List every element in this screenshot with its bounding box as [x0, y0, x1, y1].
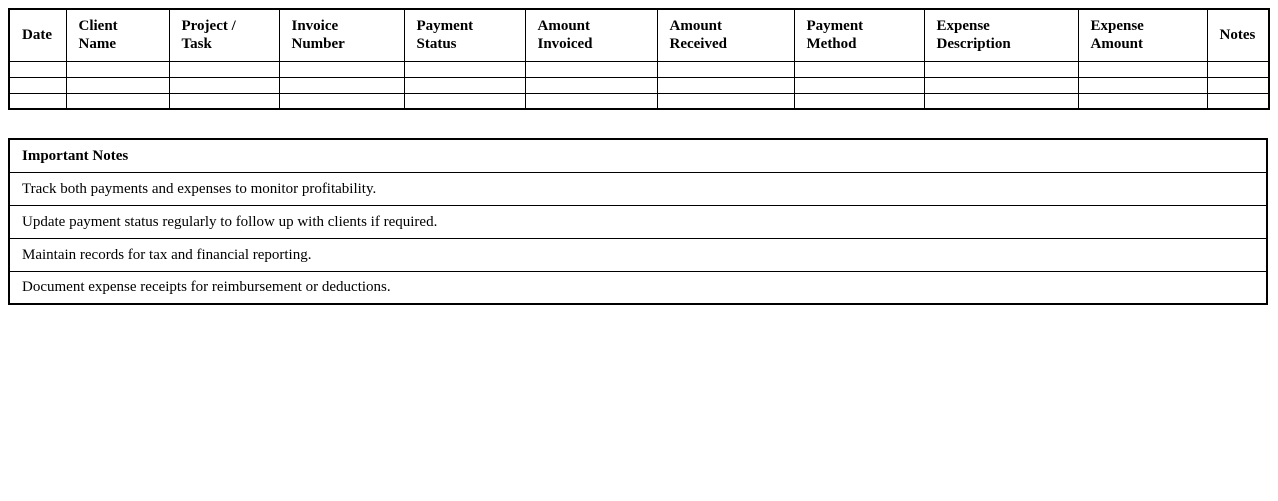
- column-header-date: Date: [8, 8, 67, 62]
- empty-cell-expense-amount: [1077, 76, 1208, 94]
- empty-cell-invoice-number: [278, 60, 405, 78]
- empty-cell-project-task: [168, 76, 280, 94]
- empty-cell-project-task: [168, 60, 280, 78]
- column-header-payment-method: Payment Method: [793, 8, 925, 62]
- empty-cell-payment-method: [793, 76, 925, 94]
- empty-cell-invoice-number: [278, 76, 405, 94]
- important-notes-table: Important Notes Track both payments and …: [8, 138, 1268, 305]
- column-header-expense-description: Expense Description: [923, 8, 1079, 62]
- tracker-header-row: Date Client Name Project / Task Invoice …: [8, 8, 1270, 62]
- tracker-empty-row: [8, 60, 1270, 78]
- empty-cell-project-task: [168, 92, 280, 110]
- empty-cell-amount-received: [656, 76, 795, 94]
- empty-cell-date: [8, 60, 67, 78]
- empty-cell-expense-amount: [1077, 92, 1208, 110]
- empty-cell-payment-status: [403, 60, 526, 78]
- column-header-payment-status: Payment Status: [403, 8, 526, 62]
- notes-title-row: Important Notes: [8, 138, 1268, 173]
- note-item-row: Update payment status regularly to follo…: [8, 204, 1268, 239]
- empty-cell-payment-status: [403, 76, 526, 94]
- payment-expense-tracker-table: Date Client Name Project / Task Invoice …: [8, 8, 1270, 110]
- column-header-amount-invoiced: Amount Invoiced: [524, 8, 658, 62]
- empty-cell-amount-invoiced: [524, 92, 658, 110]
- empty-cell-payment-method: [793, 92, 925, 110]
- empty-cell-notes: [1206, 76, 1270, 94]
- column-header-amount-received: Amount Received: [656, 8, 795, 62]
- empty-cell-amount-invoiced: [524, 76, 658, 94]
- note-item-row: Document expense receipts for reimbursem…: [8, 270, 1268, 305]
- empty-cell-client-name: [65, 92, 170, 110]
- empty-cell-client-name: [65, 76, 170, 94]
- empty-cell-amount-received: [656, 92, 795, 110]
- tracker-empty-row: [8, 92, 1270, 110]
- tracker-empty-row: [8, 76, 1270, 94]
- empty-cell-payment-method: [793, 60, 925, 78]
- empty-cell-amount-received: [656, 60, 795, 78]
- empty-cell-amount-invoiced: [524, 60, 658, 78]
- empty-cell-notes: [1206, 92, 1270, 110]
- empty-cell-client-name: [65, 60, 170, 78]
- empty-cell-expense-description: [923, 76, 1079, 94]
- note-item: Maintain records for tax and financial r…: [8, 237, 1268, 272]
- note-item-row: Maintain records for tax and financial r…: [8, 237, 1268, 272]
- empty-cell-date: [8, 92, 67, 110]
- empty-cell-expense-description: [923, 92, 1079, 110]
- note-item: Track both payments and expenses to moni…: [8, 171, 1268, 206]
- column-header-invoice-number: Invoice Number: [278, 8, 405, 62]
- note-item: Update payment status regularly to follo…: [8, 204, 1268, 239]
- empty-cell-payment-status: [403, 92, 526, 110]
- column-header-client-name: Client Name: [65, 8, 170, 62]
- empty-cell-notes: [1206, 60, 1270, 78]
- note-item: Document expense receipts for reimbursem…: [8, 270, 1268, 305]
- empty-cell-expense-amount: [1077, 60, 1208, 78]
- empty-cell-expense-description: [923, 60, 1079, 78]
- note-item-row: Track both payments and expenses to moni…: [8, 171, 1268, 206]
- column-header-project-task: Project / Task: [168, 8, 280, 62]
- notes-title: Important Notes: [8, 138, 1268, 173]
- column-header-expense-amount: Expense Amount: [1077, 8, 1208, 62]
- empty-cell-date: [8, 76, 67, 94]
- column-header-notes: Notes: [1206, 8, 1270, 62]
- empty-cell-invoice-number: [278, 92, 405, 110]
